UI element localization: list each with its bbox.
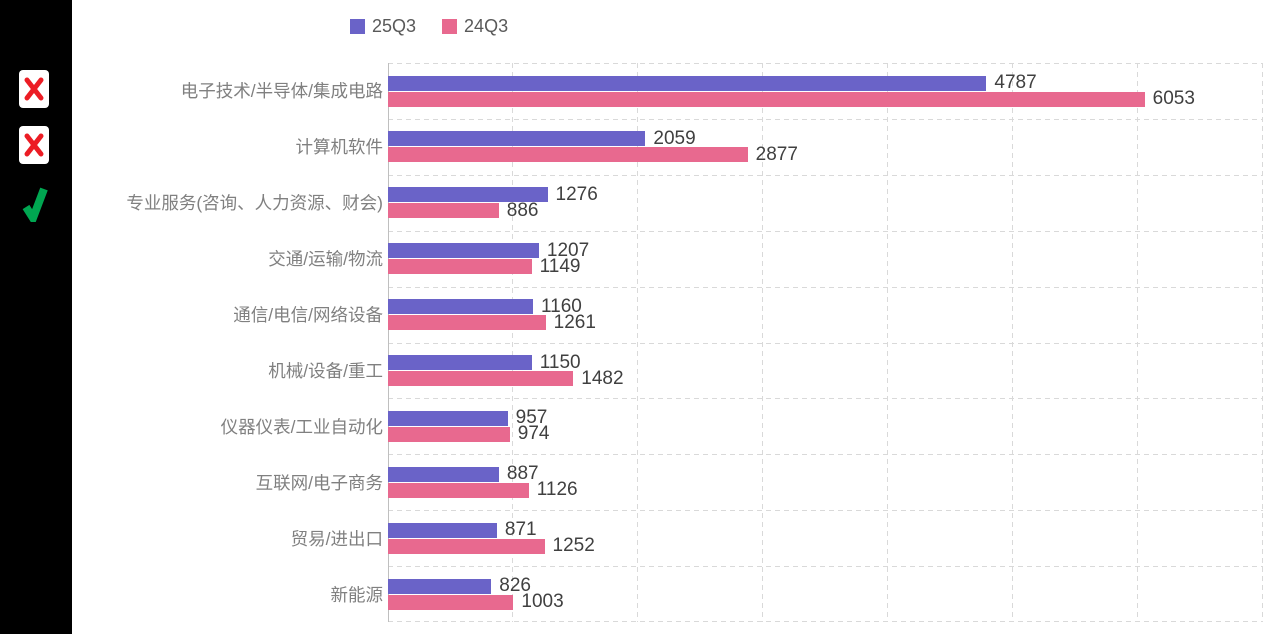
plot-area: 4787 6053 2059 2877 1276 886 1207 1149 1160 1261 1… xyxy=(388,63,1263,622)
bar-25q3-9 xyxy=(388,578,492,594)
value-label-24q3-6: 974 xyxy=(517,423,550,445)
legend-label-24q3: 24Q3 xyxy=(464,15,509,36)
row-separator xyxy=(388,621,1263,622)
category-label: 通信/电信/网络设备 xyxy=(233,305,383,326)
value-label-25q3-3: 1207 xyxy=(546,239,590,261)
value-label-24q3-4: 1261 xyxy=(553,311,596,333)
category-label: 新能源 xyxy=(330,584,384,605)
category-label: 专业服务(咨询、人力资源、财会) xyxy=(126,193,383,214)
value-label-25q3-7: 887 xyxy=(506,463,539,485)
category-label: 互联网/电子商务 xyxy=(255,472,383,493)
value-label-24q3-1: 2877 xyxy=(755,143,798,165)
category-label: 电子技术/半导体/集成电路 xyxy=(180,81,383,102)
category-label: 仪器仪表/工业自动化 xyxy=(220,416,383,437)
value-label-24q3-0: 6053 xyxy=(1152,88,1195,109)
bar-24q3-0 xyxy=(388,91,1145,107)
bar-24q3-3 xyxy=(388,259,532,275)
bar-25q3-4 xyxy=(388,299,533,315)
green-check-icon xyxy=(22,187,48,222)
row-separator xyxy=(388,286,1263,288)
legend-item-24q3: 24Q3 xyxy=(442,16,508,37)
check-mark xyxy=(22,185,49,222)
bar-24q3-5 xyxy=(388,371,574,386)
category-label: 贸易/进出口 xyxy=(290,528,383,549)
bar-24q3-1 xyxy=(388,147,748,163)
category-axis: 电子技术/半导体/集成电路计算机软件专业服务(咨询、人力资源、财会) 交通/运输/… xyxy=(72,63,383,622)
legend-label-25q3: 25Q3 xyxy=(372,15,417,36)
bar-25q3-3 xyxy=(388,243,539,259)
value-label-24q3-3: 1149 xyxy=(539,255,581,277)
legend-swatch-25q3-icon xyxy=(350,18,365,34)
value-label-25q3-0: 4787 xyxy=(994,72,1037,93)
bar-25q3-0 xyxy=(388,75,987,91)
cross-mark-box xyxy=(19,69,49,108)
value-label-25q3-5: 1150 xyxy=(539,351,581,373)
bar-24q3-2 xyxy=(388,203,499,219)
value-label-25q3-8: 871 xyxy=(504,519,537,541)
value-label-25q3-4: 1160 xyxy=(541,295,582,317)
bar-25q3-7 xyxy=(388,466,499,482)
y-axis-line xyxy=(388,63,389,622)
bar-24q3-8 xyxy=(388,538,545,554)
category-label: 交通/运输/物流 xyxy=(268,249,383,270)
bar-25q3-2 xyxy=(388,187,548,203)
row-separator xyxy=(388,342,1263,344)
category-label: 计算机软件 xyxy=(295,137,384,158)
value-label-25q3-9: 826 xyxy=(499,575,531,597)
row-separator xyxy=(388,118,1263,120)
category-label: 机械/设备/重工 xyxy=(268,360,383,381)
value-label-24q3-5: 1482 xyxy=(581,367,624,389)
annotation-sidebar xyxy=(0,0,72,634)
row-separator xyxy=(388,230,1263,232)
legend-item-25q3: 25Q3 xyxy=(350,16,416,37)
bar-25q3-6 xyxy=(388,410,508,426)
row-separator xyxy=(388,510,1263,512)
red-x-icon xyxy=(24,77,44,101)
value-label-24q3-8: 1252 xyxy=(552,535,595,557)
row-separator xyxy=(388,454,1263,456)
row-separator xyxy=(388,566,1263,568)
cross-mark-box xyxy=(19,125,49,164)
legend-swatch-24q3-icon xyxy=(442,18,458,34)
row-separator xyxy=(388,174,1263,176)
bar-25q3-1 xyxy=(388,131,646,147)
value-label-25q3-6: 957 xyxy=(515,407,548,429)
bar-24q3-4 xyxy=(388,315,546,331)
bar-24q3-9 xyxy=(388,594,514,610)
red-x-icon xyxy=(24,133,44,157)
chart-legend: 25Q3 24Q3 xyxy=(350,14,508,38)
bar-25q3-5 xyxy=(388,355,532,370)
bar-24q3-6 xyxy=(388,426,510,442)
bar-24q3-7 xyxy=(388,482,529,498)
bar-chart: 25Q3 24Q3 电子技术/半导体/集成电路计算机软件专业服务(咨询、人力资源… xyxy=(72,0,1280,634)
row-separator xyxy=(388,398,1263,400)
value-label-24q3-7: 1126 xyxy=(536,479,578,501)
value-label-24q3-9: 1003 xyxy=(521,591,564,613)
value-label-24q3-2: 886 xyxy=(506,199,539,221)
value-label-25q3-1: 2059 xyxy=(653,127,696,149)
value-label-25q3-2: 1276 xyxy=(555,183,598,205)
row-separator xyxy=(388,63,1263,64)
bar-25q3-8 xyxy=(388,522,497,538)
